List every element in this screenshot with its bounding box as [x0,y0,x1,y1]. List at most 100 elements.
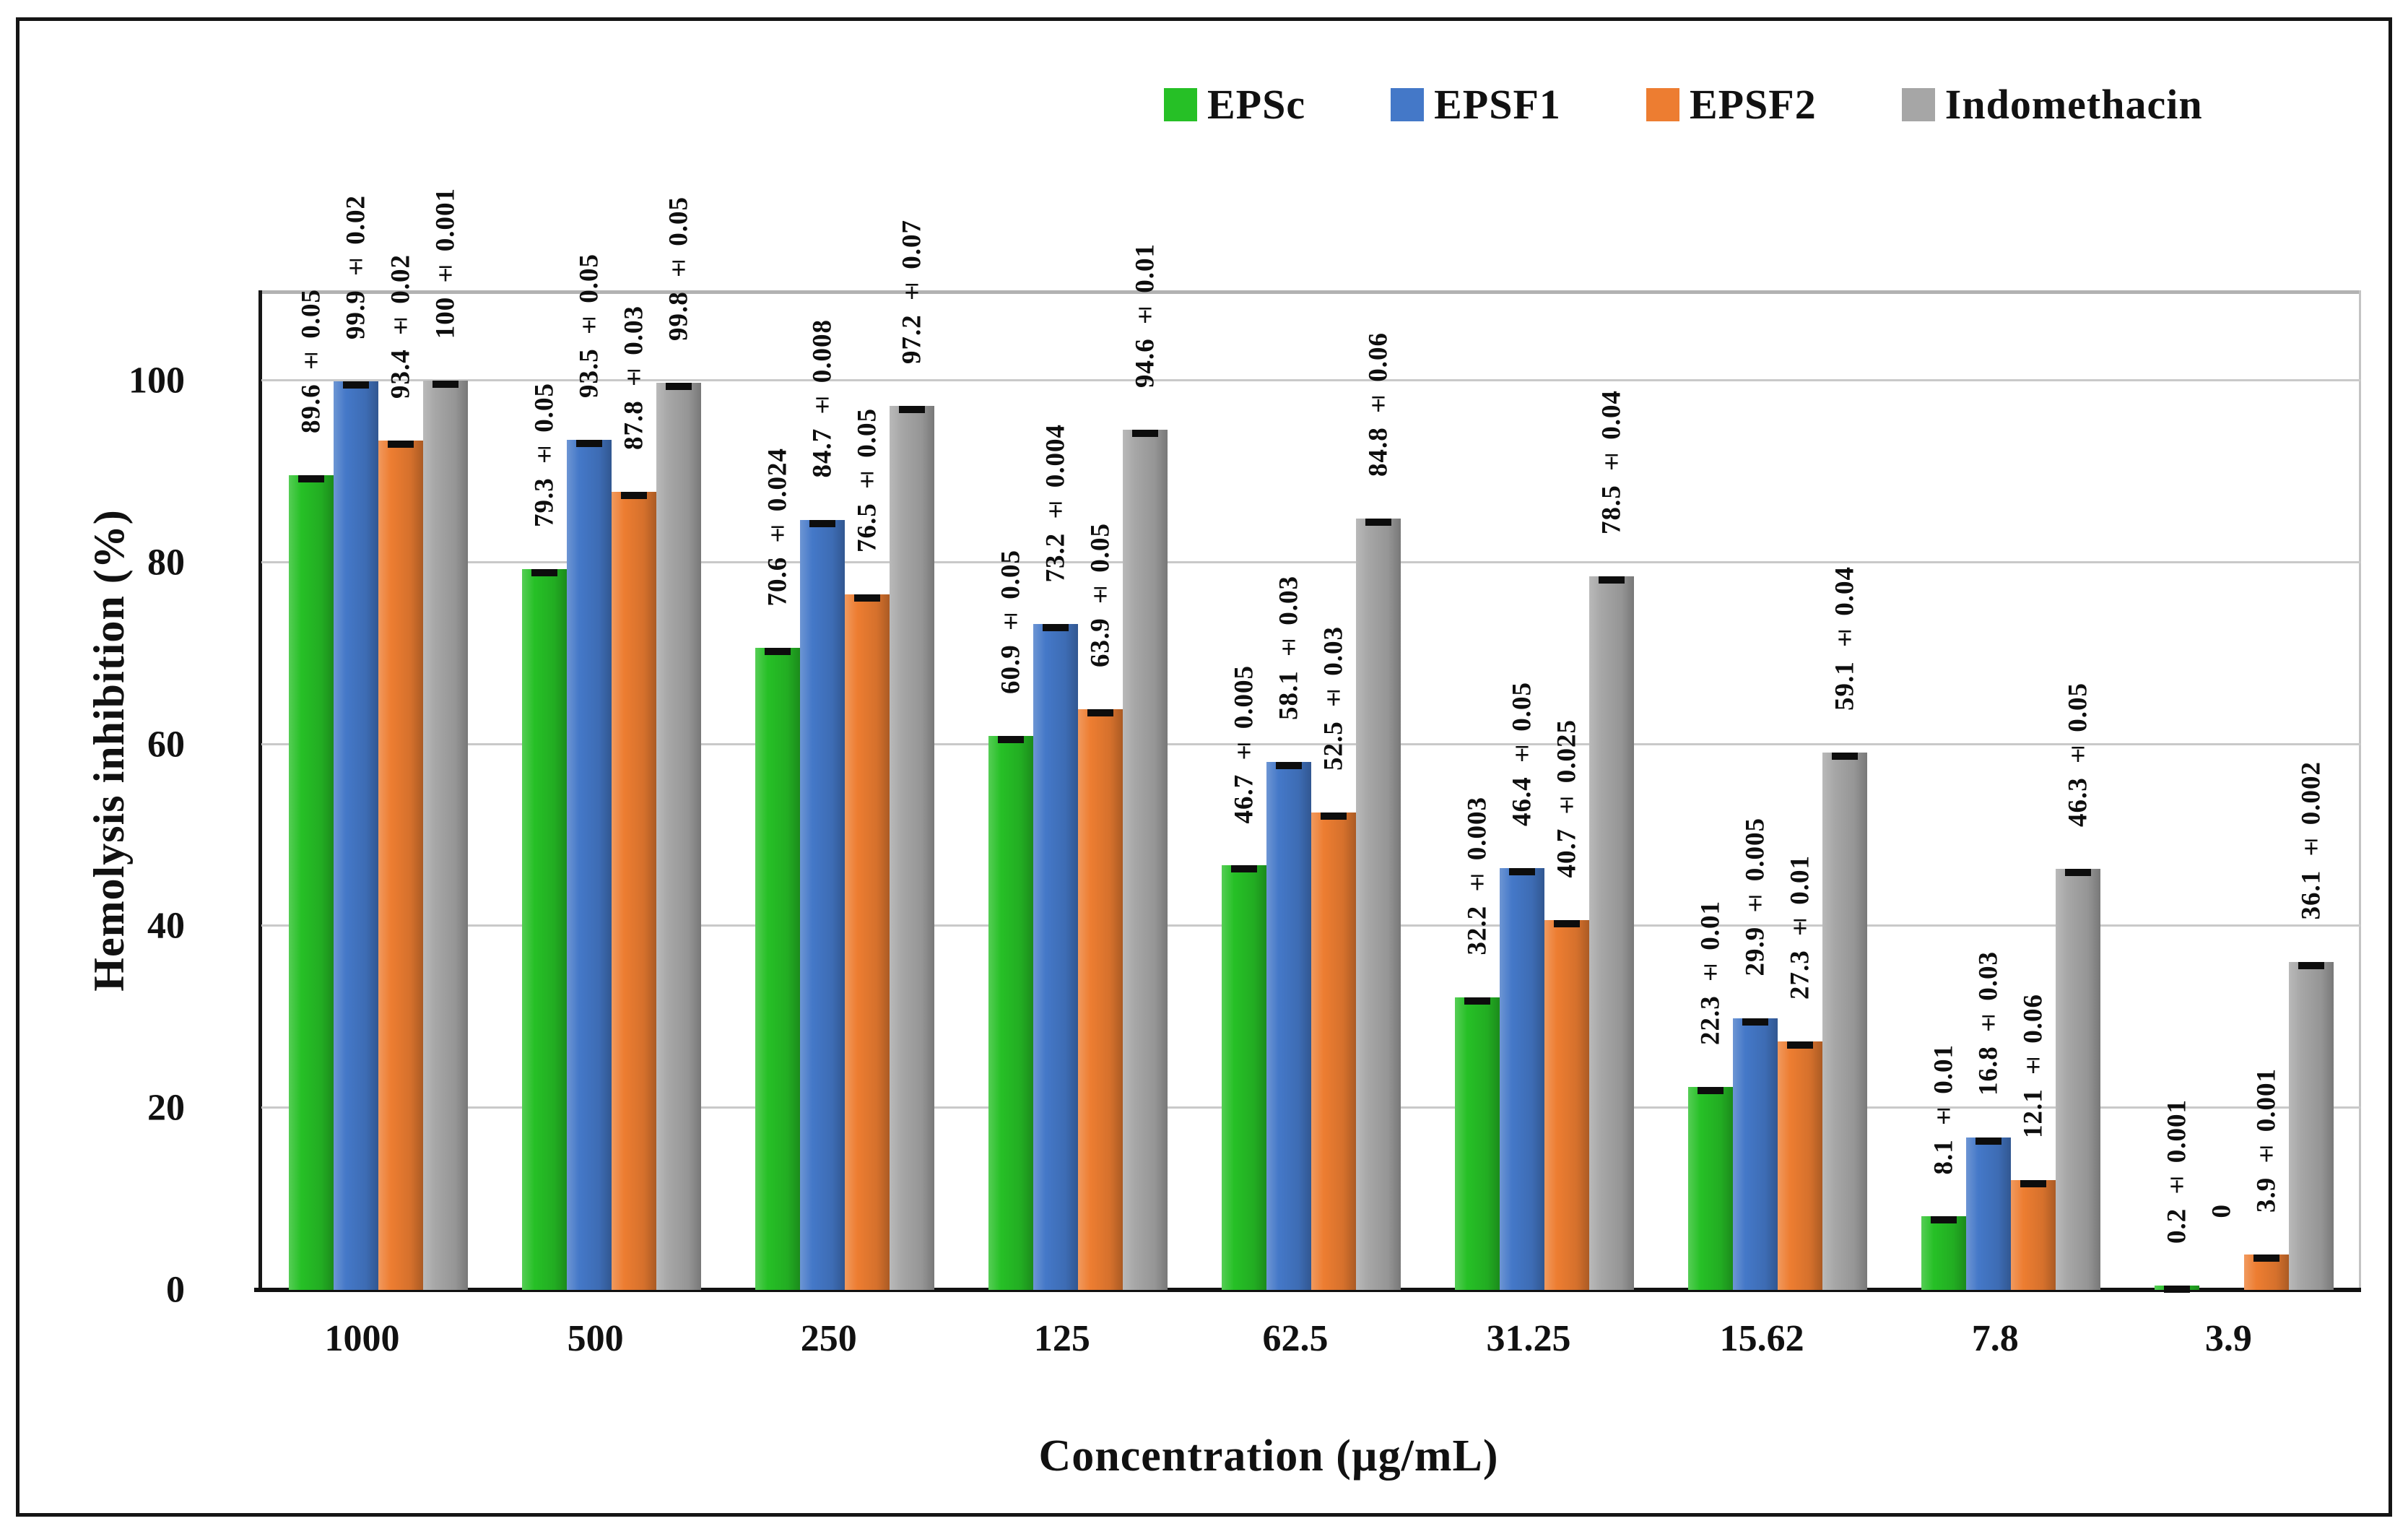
bar-value-label: 22.3 ± 0.01 [1695,901,1726,1046]
bar-epsf2-15.62: 27.3 ± 0.01 [1778,855,1823,1290]
bar-epsf2-31.25: 40.7 ± 0.025 [1544,719,1590,1290]
x-tick-label-62.5: 62.5 [1262,1318,1329,1359]
error-bar-cap [1464,997,1491,1005]
bar-shading [611,491,656,1290]
gridline-60 [261,742,2361,745]
bar-shading [422,381,468,1290]
error-bar-cap [432,381,458,388]
x-tick-label-15.62: 15.62 [1719,1318,1804,1359]
y-tick-label-0: 0 [166,1269,185,1311]
bar-value-label: 12.1 ± 0.06 [2018,993,2048,1138]
bar-shading [521,568,567,1290]
bar-indomethacin-250: 97.2 ± 0.07 [889,220,934,1290]
bar-epsf1-62.5: 58.1 ± 0.03 [1266,576,1311,1290]
bar-epsc-250: 70.6 ± 0.024 [755,448,800,1290]
bar-shading [1589,576,1635,1290]
bar-group-62.5: 46.7 ± 0.005 58.1 ± 0.03 52.5 ± 0.03 84.8 ±… [1194,290,1427,1290]
x-tick-label-250: 250 [800,1318,857,1359]
legend-item-epsc: EPSc [1164,80,1305,129]
bar-value-label: 46.7 ± 0.005 [1229,664,1259,824]
bar-epsf1-250: 84.7 ± 0.008 [799,319,845,1290]
error-bar-cap [387,441,414,448]
bar-epsf1-125: 73.2 ± 0.004 [1033,424,1078,1290]
bar-epsc-15.62: 22.3 ± 0.01 [1688,901,1734,1290]
bar-value-label: 46.3 ± 0.05 [2063,682,2093,828]
bar-value-label: 99.9 ± 0.02 [341,195,371,340]
bar-value-label: 97.2 ± 0.07 [897,220,927,365]
bar-shading [755,648,800,1290]
error-bar-cap [1931,1216,1957,1224]
error-bar-cap [898,406,925,414]
bar-shading [799,519,845,1290]
bar-shading [1122,430,1168,1290]
x-tick-label-3.9: 3.9 [2204,1318,2252,1359]
error-bar-cap [1320,812,1347,820]
y-tick-label-80: 80 [147,542,185,584]
bar-shading [1778,1041,1823,1290]
y-axis-line [258,290,262,1290]
bar-value-label: 100 ± 0.001 [430,187,461,339]
bar-value-label: 89.6 ± 0.05 [296,288,326,433]
y-tick-label-60: 60 [147,724,185,766]
error-bar-cap [1554,919,1581,927]
bar-value-label: 76.5 ± 0.05 [852,407,882,552]
error-bar-cap [1042,624,1069,632]
bar-indomethacin-62.5: 84.8 ± 0.06 [1355,332,1401,1290]
error-bar-cap [575,439,602,447]
bar-shading [333,381,378,1290]
bar-value-label: 59.1 ± 0.04 [1830,566,1860,711]
error-bar-cap [531,568,557,576]
legend-label: EPSF1 [1434,81,1561,128]
bar-value-label: 52.5 ± 0.03 [1318,626,1349,771]
bar-epsc-31.25: 32.2 ± 0.003 [1455,797,1500,1290]
bar-indomethacin-31.25: 78.5 ± 0.04 [1589,390,1635,1290]
bar-shading [378,441,423,1290]
error-bar-cap [297,474,324,482]
bar-group-500: 79.3 ± 0.05 93.5 ± 0.05 87.8 ± 0.03 99.8 ± … [495,196,728,1290]
bar-shading [1221,865,1266,1290]
y-tick-label-100: 100 [129,360,185,402]
bar-value-label: 3.9 ± 0.001 [2251,1067,2282,1213]
bar-group-125: 60.9 ± 0.05 73.2 ± 0.004 63.9 ± 0.05 94.6 ±… [961,243,1194,1290]
legend-swatch-epsf1 [1391,87,1425,121]
error-bar-cap [1365,519,1391,526]
bar-epsf2-500: 87.8 ± 0.03 [611,306,656,1290]
error-bar-cap [1087,708,1113,716]
legend-item-epsf2: EPSF2 [1646,80,1817,129]
x-tick-label-125: 125 [1033,1318,1090,1359]
bar-shading [1921,1216,1967,1290]
bar-shading [1355,519,1401,1290]
bar-shading [1033,624,1078,1290]
bar-epsf1-1000: 99.9 ± 0.02 [333,195,378,1290]
y-tick-label-40: 40 [147,905,185,947]
bar-indomethacin-7.8: 46.3 ± 0.05 [2056,682,2101,1290]
bar-value-label: 40.7 ± 0.025 [1552,719,1582,878]
bar-value-label: 93.4 ± 0.02 [386,254,416,399]
bar-epsf1-500: 93.5 ± 0.05 [566,254,612,1290]
bar-shading [988,736,1033,1290]
bar-epsc-1000: 89.6 ± 0.05 [288,289,334,1290]
bar-shading [1455,997,1500,1290]
bar-shading [1500,867,1545,1290]
legend-swatch-indomethacin [1901,87,1935,121]
bar-group-7.8: 8.1 ± 0.01 16.8 ± 0.03 12.1 ± 0.06 46.3 ± 0… [1895,290,2128,1290]
error-bar-cap [1509,867,1536,875]
x-tick-label-7.8: 7.8 [1971,1318,2019,1359]
bar-value-label: 84.7 ± 0.008 [807,319,838,478]
legend-item-epsf1: EPSF1 [1391,80,1561,129]
legend-label: EPSc [1207,81,1306,128]
error-bar-cap [2164,1286,2191,1293]
bar-epsf2-3.9: 3.9 ± 0.001 [2244,1068,2290,1290]
bar-shading [1688,1087,1734,1290]
error-bar-cap [1275,761,1302,769]
bar-shading [2011,1179,2056,1290]
bar-value-label: 63.9 ± 0.05 [1085,522,1116,667]
error-bar-cap [1742,1018,1769,1026]
bar-value-label: 29.9 ± 0.005 [1740,818,1770,976]
bar-shading [1733,1018,1778,1290]
error-bar-cap [853,594,880,602]
plot-area: 89.6 ± 0.05 99.9 ± 0.02 93.4 ± 0.02 100 ± 0… [254,188,2361,1293]
bar-shading [656,382,701,1290]
gridline-100 [261,379,2361,381]
bar-value-label: 94.6 ± 0.01 [1130,243,1160,388]
